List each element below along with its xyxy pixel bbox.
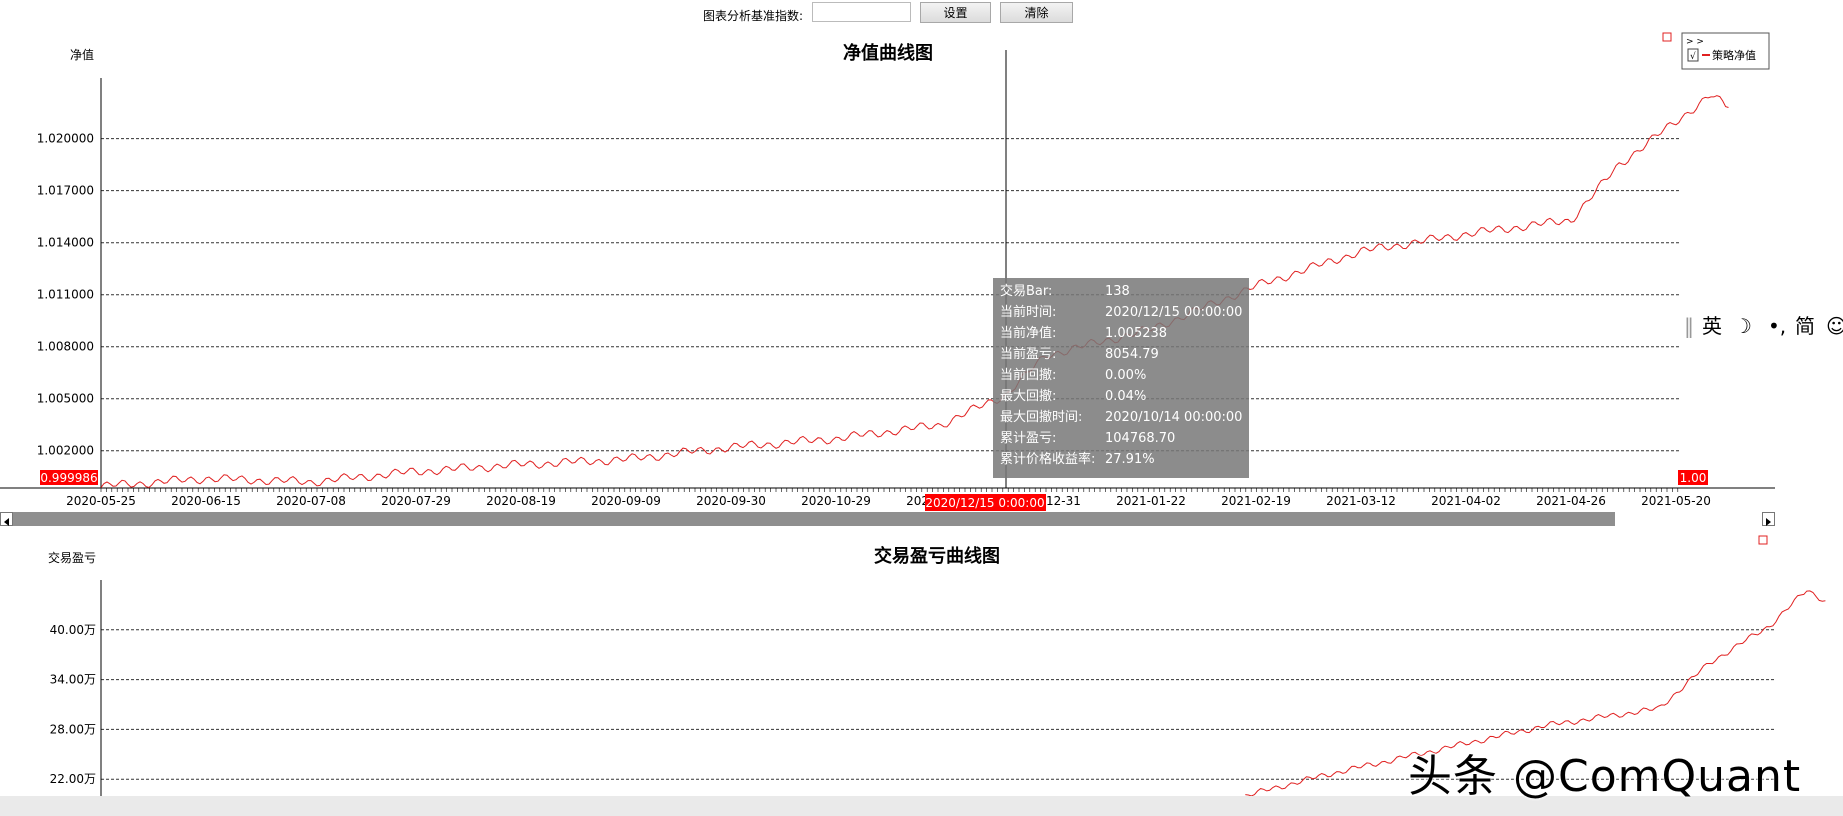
bottom-y-tick-label: 34.00万: [50, 673, 96, 687]
tooltip-key: 最大回撤时间:: [1000, 410, 1083, 425]
end-value-text: 1.00: [1680, 471, 1707, 485]
scroll-right-arrow[interactable]: [1762, 512, 1775, 526]
tooltip-value: 27.91%: [1105, 452, 1155, 467]
bottom-chart-corner-box[interactable]: [1758, 535, 1768, 545]
bottom-gridlines: [101, 629, 1775, 780]
ime-punct-toggle[interactable]: •,: [1768, 314, 1787, 338]
top-y-tick-labels: 1.002000 1.005000 1.008000 1.011000 1.014000…: [37, 132, 94, 458]
top-x-tick-label: 2020-06-15: [171, 494, 241, 508]
data-tooltip: 交易Bar: 138 当前时间: 2020/12/15 00:00:00 当前净值: 1.…: [993, 278, 1249, 478]
tooltip-key: 最大回撤:: [1000, 389, 1057, 404]
top-y-tick-label: 1.002000: [37, 444, 94, 458]
top-x-tick-label: 2021-02-19: [1221, 494, 1291, 508]
top-chart-corner-box[interactable]: [1662, 32, 1672, 42]
legend-series-name: 策略净值: [1712, 48, 1756, 62]
tooltip-key: 累计盈亏:: [1000, 431, 1057, 446]
start-value-marker: [40, 470, 98, 485]
benchmark-label: 图表分析基准指数:: [703, 9, 804, 23]
tooltip-value: 138: [1105, 284, 1130, 299]
legend-checkbox[interactable]: [1687, 48, 1699, 62]
tooltip-key: 当前时间:: [1000, 305, 1057, 320]
watermark: 头条 @ComQuant: [1408, 751, 1802, 802]
ime-moon-icon[interactable]: ☽: [1734, 314, 1752, 338]
tooltip-value: 1.005238: [1105, 326, 1168, 341]
tooltip-value: 0.04%: [1105, 389, 1147, 404]
tooltip-key: 当前净值:: [1000, 326, 1057, 341]
bottom-ylabel: 交易盈亏: [48, 550, 96, 565]
tooltip-value: 2020/12/15 00:00:00: [1105, 305, 1243, 320]
tooltip-key: 当前盈亏:: [1000, 347, 1057, 362]
top-x-tick-label: 2020-09-09: [591, 494, 661, 508]
tooltip-key: 当前回撤:: [1000, 368, 1057, 383]
top-ylabel: 净值: [70, 47, 94, 62]
clear-button[interactable]: 清除: [1000, 2, 1073, 23]
top-x-minor-ticks: [100, 488, 1679, 492]
top-y-tick-label: 1.017000: [37, 184, 94, 198]
top-x-tick-label: 2020-05-25: [66, 494, 136, 508]
ime-grip-icon: ‖: [1684, 314, 1694, 338]
top-x-tick-label: 2021-05-20: [1641, 494, 1711, 508]
top-y-tick-label: 1.005000: [37, 392, 94, 406]
top-x-tick-label: 2021-01-22: [1116, 494, 1186, 508]
top-series-line: [100, 95, 1729, 489]
end-value-marker: [1678, 470, 1708, 485]
top-y-tick-label: 1.014000: [37, 236, 94, 250]
top-x-tick-label: 2020-07-08: [276, 494, 346, 508]
scroll-left-arrow[interactable]: [0, 512, 13, 526]
bottom-chart-title: 交易盈亏曲线图: [874, 545, 1000, 567]
bottom-y-tick-labels: 22.00万 28.00万 34.00万 40.00万: [50, 623, 96, 786]
bottom-series-line: [1245, 590, 1826, 797]
tooltip-key: 交易Bar:: [1000, 284, 1053, 299]
legend-toggle[interactable]: > >: [1686, 37, 1704, 47]
tooltip-value: 2020/10/14 00:00:00: [1105, 410, 1243, 425]
bottom-y-tick-label: 22.00万: [50, 772, 96, 786]
bottom-status-strip: [0, 796, 1843, 816]
toolbar: 图表分析基准指数: 设置 清除: [0, 0, 1843, 28]
top-x-tick-label: 2020-10-29: [801, 494, 871, 508]
set-button[interactable]: 设置: [920, 2, 991, 23]
top-x-tick-labels: 2020-05-25 2020-06-15 2020-07-08 2020-07-29…: [66, 494, 1711, 508]
ime-mode-toggle[interactable]: 简: [1795, 314, 1815, 338]
top-x-tick-label: 2020-08-19: [486, 494, 556, 508]
top-y-tick-label: 1.020000: [37, 132, 94, 146]
tooltip-value: 8054.79: [1105, 347, 1159, 362]
top-y-tick-label: 1.008000: [37, 340, 94, 354]
cursor-date-marker: [925, 494, 1046, 511]
top-x-tick-label: 2020-07-29: [381, 494, 451, 508]
ime-toolbar[interactable]: ‖ 英 ☽ •, 简 ☺: [1680, 310, 1843, 342]
tooltip-value: 104768.70: [1105, 431, 1176, 446]
time-scrollbar[interactable]: [0, 512, 1615, 526]
ime-lang-toggle[interactable]: 英: [1702, 314, 1722, 338]
bottom-y-tick-label: 28.00万: [50, 722, 96, 736]
tooltip-key: 累计价格收益率:: [1000, 452, 1096, 467]
start-value-text: 0.999986: [40, 471, 97, 485]
bottom-y-tick-label: 40.00万: [50, 623, 96, 637]
tooltip-value: 0.00%: [1105, 368, 1147, 383]
top-x-tick-label: 2021-04-26: [1536, 494, 1606, 508]
cursor-date-text: 2020/12/15 0:00:00: [925, 496, 1044, 510]
top-x-tick-label: 2021-03-12: [1326, 494, 1396, 508]
top-x-tick-label: 2021-04-02: [1431, 494, 1501, 508]
legend-check-mark: √: [1690, 51, 1696, 62]
top-gridlines: [101, 138, 1680, 452]
top-chart-title: 净值曲线图: [843, 42, 933, 64]
top-y-tick-label: 1.011000: [37, 288, 94, 302]
benchmark-input[interactable]: [812, 2, 911, 22]
ime-smile-icon[interactable]: ☺: [1826, 314, 1843, 338]
top-x-tick-label: 2020-09-30: [696, 494, 766, 508]
